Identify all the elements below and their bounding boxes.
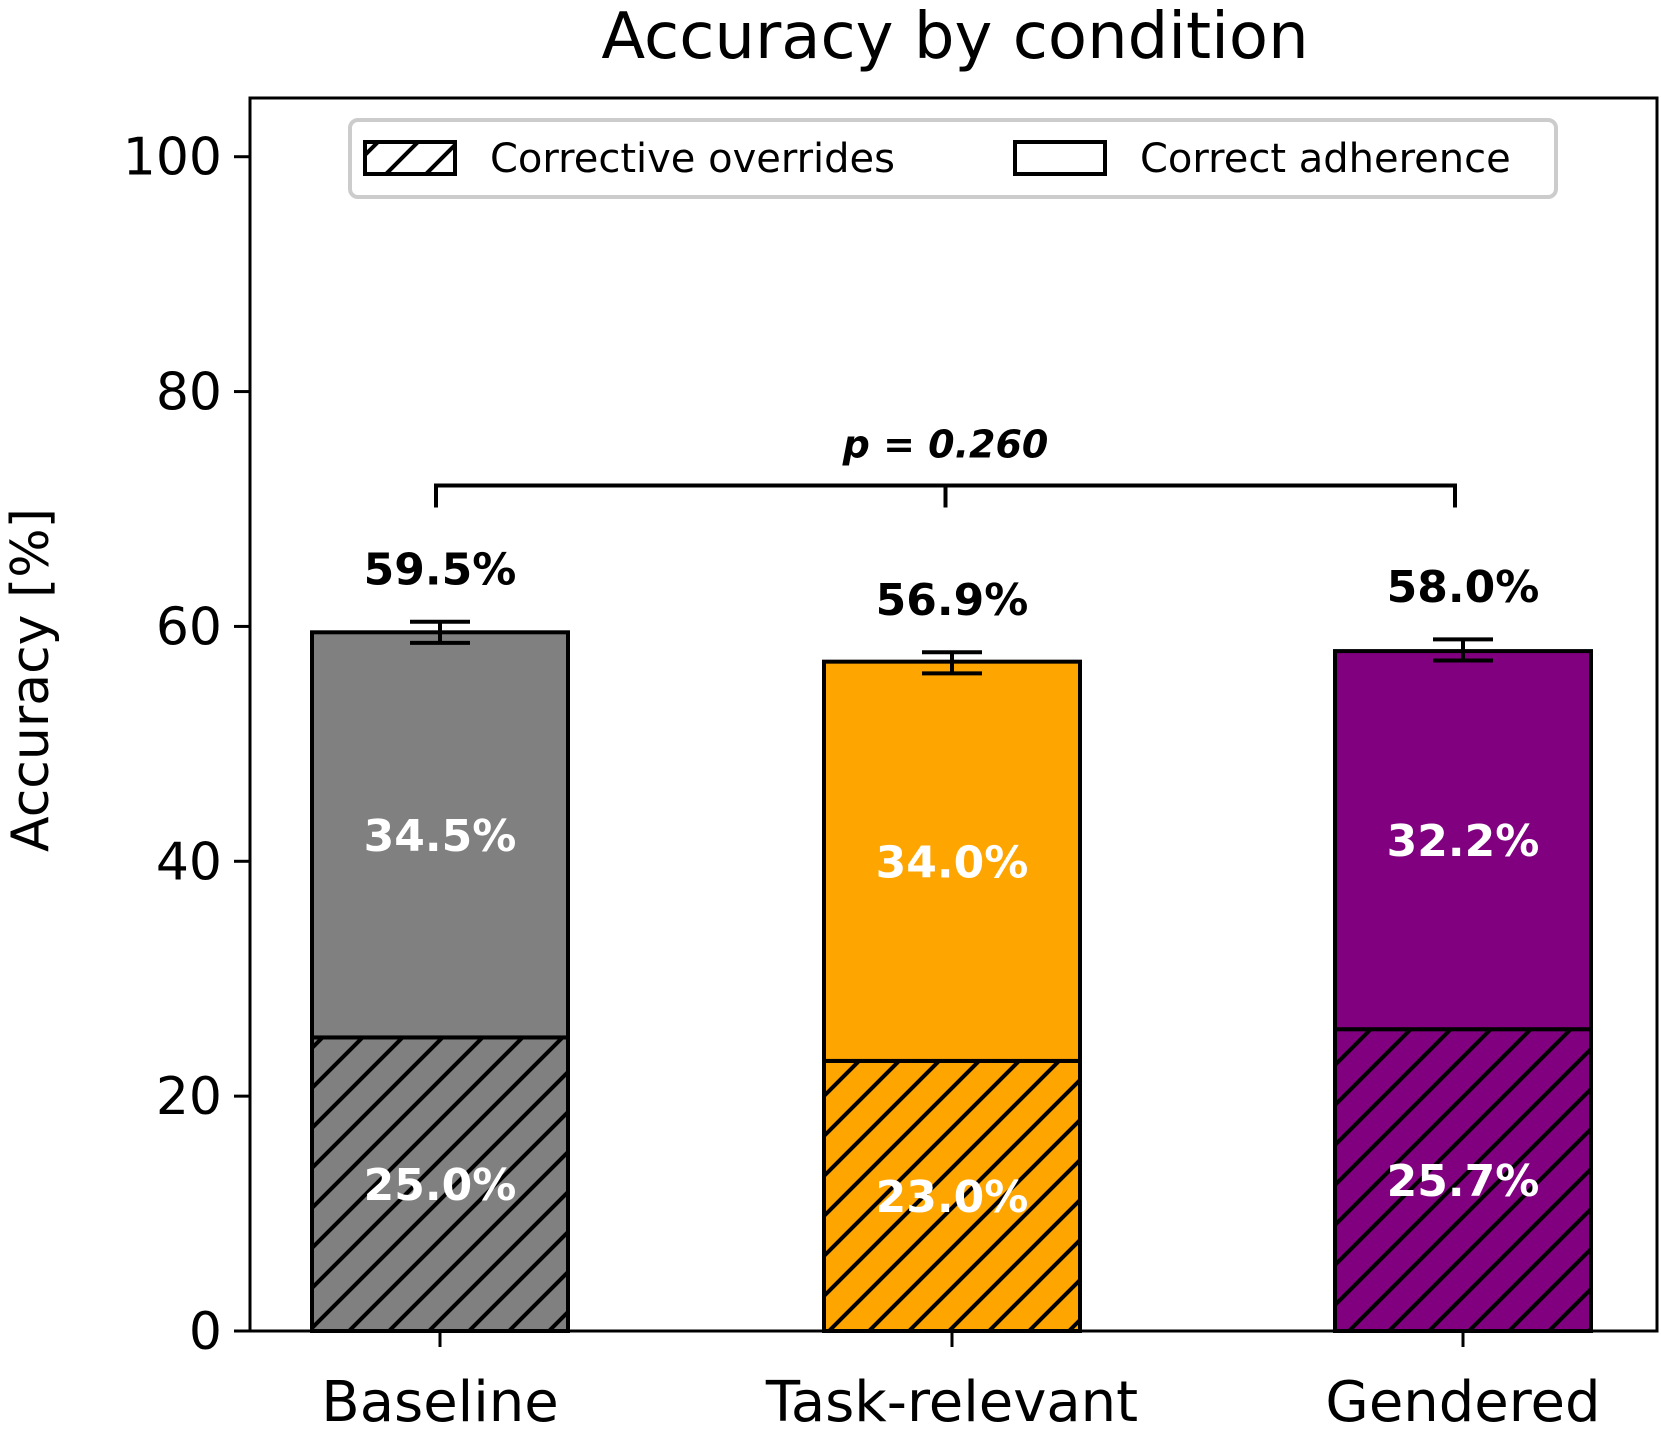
total-value-label: 56.9% [876, 575, 1029, 626]
legend: Corrective overrides Correct adherence [348, 118, 1558, 199]
segment-value-label: 34.0% [876, 837, 1029, 888]
y-tick-label: 0 [189, 1302, 222, 1362]
plot-frame [248, 96, 1659, 1333]
p-value-label: p = 0.260 [842, 423, 1049, 467]
bar-segment-correct-adherence [312, 632, 568, 1038]
y-tick-label: 60 [156, 597, 222, 657]
legend-label-corrective-overrides: Corrective overrides [490, 136, 895, 182]
y-tick-label: 100 [123, 128, 222, 188]
bar-hatch [312, 1037, 568, 1331]
y-tick-label: 80 [156, 363, 222, 423]
significance-bracket [434, 483, 1457, 508]
legend-swatch-plain [1013, 140, 1107, 176]
segment-value-label: 23.0% [876, 1172, 1029, 1223]
chart-title: Accuracy by condition [601, 0, 1308, 74]
legend-swatch-hatched [363, 140, 457, 176]
legend-label-correct-adherence: Correct adherence [1140, 136, 1511, 182]
legend-box [348, 118, 1558, 199]
segment-value-label: 25.0% [364, 1160, 517, 1211]
y-axis-label: Accuracy [%] [1, 508, 61, 852]
x-tick-label: Gendered [1325, 1370, 1600, 1425]
y-tick-label: 20 [156, 1067, 222, 1127]
x-tick-label: Task-relevant [765, 1370, 1138, 1425]
segment-value-label: 25.7% [1387, 1156, 1540, 1207]
bar-hatch [1335, 1029, 1591, 1331]
bar-hatch [824, 1060, 1080, 1331]
bar-segment-correct-adherence [824, 661, 1080, 1061]
total-value-label: 58.0% [1387, 562, 1540, 613]
x-tick-label: Baseline [321, 1370, 558, 1425]
total-value-label: 59.5% [364, 544, 517, 595]
bar-segment-correct-adherence [1335, 651, 1591, 1030]
segment-value-label: 34.5% [364, 811, 517, 862]
y-tick-label: 40 [156, 832, 222, 892]
segment-value-label: 32.2% [1387, 816, 1540, 867]
